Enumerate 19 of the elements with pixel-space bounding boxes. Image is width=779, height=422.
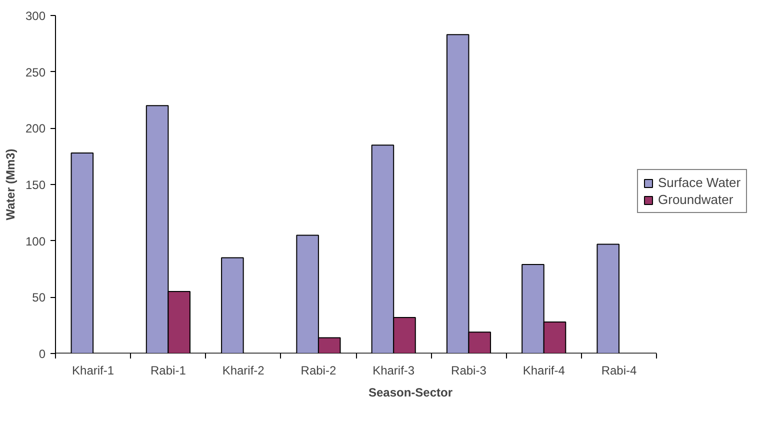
x-tick-label: Rabi-2 bbox=[300, 364, 336, 378]
y-tick-label: 150 bbox=[25, 178, 46, 192]
y-tick-label: 50 bbox=[32, 290, 46, 305]
y-tick-label: 300 bbox=[25, 9, 46, 23]
x-tick-label: Rabi-4 bbox=[601, 364, 637, 378]
y-tick-label: 200 bbox=[25, 122, 46, 136]
legend-label: Groundwater bbox=[658, 192, 734, 207]
y-axis-title: Water (Mm3) bbox=[3, 148, 18, 220]
x-tick-label: Kharif-4 bbox=[522, 364, 566, 378]
x-tick-label: Kharif-2 bbox=[222, 364, 265, 378]
y-tick-label: 100 bbox=[25, 234, 46, 248]
x-axis-title: Season-Sector bbox=[368, 386, 453, 400]
legend-label: Surface Water bbox=[658, 175, 741, 190]
x-tick-label: Kharif-1 bbox=[72, 364, 114, 378]
y-tick-label: 0 bbox=[38, 347, 46, 361]
x-tick-label: Rabi-3 bbox=[451, 364, 487, 378]
x-tick-label: Kharif-3 bbox=[372, 364, 415, 378]
x-tick-label: Rabi-1 bbox=[150, 364, 186, 378]
y-tick-label: 250 bbox=[25, 65, 46, 80]
